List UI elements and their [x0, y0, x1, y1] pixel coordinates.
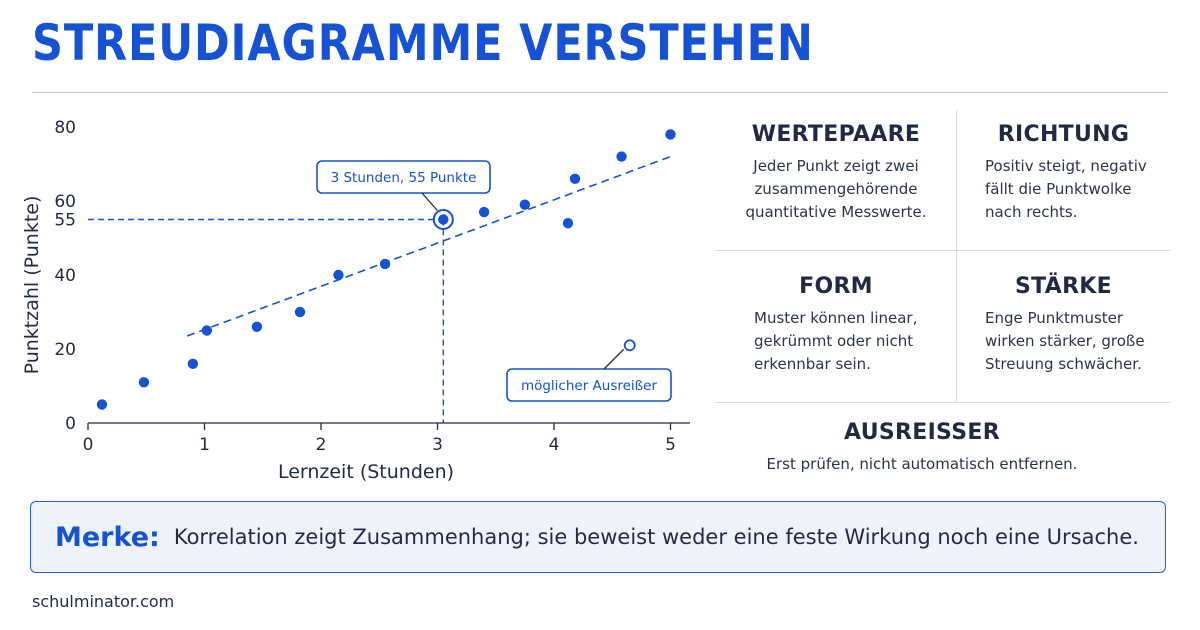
card-text-line: Jeder Punkt zeigt zwei: [753, 157, 919, 175]
card-text-line: Erst prüfen, nicht automatisch entfernen…: [766, 455, 1078, 473]
grid-divider-vertical: [956, 110, 957, 250]
data-point: [665, 129, 676, 140]
y-tick-label: 80: [54, 118, 76, 138]
x-tick-label: 4: [549, 435, 560, 455]
data-point: [201, 325, 213, 336]
x-tick-label: 2: [316, 435, 327, 455]
card-title: AUSREISSER: [844, 420, 1000, 445]
x-tick-label: 5: [665, 435, 676, 455]
card-title: STÄRKE: [1015, 274, 1112, 299]
x-tick-label: 3: [432, 435, 443, 455]
card-text-line: zusammengehörende: [754, 180, 918, 198]
outlier-callout-leader: [603, 348, 625, 370]
card-text-line: Positiv steigt, negativ: [985, 157, 1147, 175]
data-point: [251, 321, 263, 332]
data-point: [438, 214, 449, 225]
data-point: [294, 306, 306, 318]
y-tick-label: 40: [54, 266, 76, 286]
highlight-callout-box: [316, 160, 491, 194]
data-point: [187, 358, 199, 369]
card-text-line: Muster können linear,: [754, 309, 918, 327]
card-text: Positiv steigt, negativ fällt die Punktwo…: [957, 155, 1170, 224]
data-point: [616, 151, 627, 162]
merke-box: Merke: Korrelation zeigt Zusammenhang; s…: [30, 501, 1166, 573]
grid-divider-horizontal: [716, 402, 1170, 403]
x-axis-label: Lernzeit (Stunden): [278, 461, 454, 483]
card-text-line: quantitative Messwerte.: [745, 203, 927, 221]
data-point: [569, 173, 581, 184]
footer-site: schulminator.com: [32, 592, 175, 611]
x-tick-label: 0: [83, 435, 94, 455]
outlier-callout-label: möglicher Ausreißer: [521, 378, 658, 394]
card-form: FORM Muster können linear, gekrümmt oder …: [716, 274, 956, 376]
card-text-line: gekrümmt oder nicht: [754, 332, 914, 350]
data-point: [562, 218, 574, 229]
concept-grid: WERTEPAARE Jeder Punkt zeigt zwei zusamme…: [716, 110, 1170, 485]
x-tick-label: 1: [199, 435, 210, 455]
card-text: Jeder Punkt zeigt zwei zusammengehörende q…: [716, 155, 956, 224]
card-wertepaare: WERTEPAARE Jeder Punkt zeigt zwei zusamme…: [716, 122, 956, 224]
card-staerke: STÄRKE Enge Punktmuster wirken stärker, g…: [957, 274, 1170, 376]
data-point: [96, 399, 108, 410]
y-tick-label: 55: [54, 211, 76, 231]
y-axis-label: Punktzahl (Punkte): [21, 196, 43, 375]
highlight-callout-leader: [421, 192, 438, 211]
data-point: [379, 258, 391, 270]
y-tick-label: 60: [54, 192, 76, 212]
page-title: STREUDIAGRAMME VERSTEHEN: [32, 14, 814, 72]
y-tick-label: 0: [65, 414, 76, 434]
trend-line: [186, 155, 671, 337]
outlier-callout-box: [506, 368, 672, 402]
data-point: [519, 199, 531, 210]
card-text-line: nach rechts.: [985, 203, 1078, 221]
title-divider: [32, 92, 1168, 93]
y-tick-label: 20: [54, 340, 76, 360]
card-richtung: RICHTUNG Positiv steigt, negativ fällt di…: [957, 122, 1170, 224]
card-text: Enge Punktmuster wirken stärker, große Str…: [957, 307, 1170, 376]
data-point: [478, 206, 490, 218]
card-text: Erst prüfen, nicht automatisch entfernen…: [716, 453, 1128, 476]
highlight-ring: [432, 209, 454, 230]
card-text-line: fällt die Punktwolke: [985, 180, 1132, 198]
card-text-line: Enge Punktmuster: [985, 309, 1124, 327]
card-ausreisser: AUSREISSER Erst prüfen, nicht automatisc…: [716, 420, 1128, 476]
card-text: Muster können linear, gekrümmt oder nicht…: [716, 307, 956, 376]
card-title: FORM: [799, 274, 873, 299]
grid-divider-vertical: [956, 251, 957, 402]
card-text-line: wirken stärker, große: [985, 332, 1145, 350]
outlier-point: [623, 339, 636, 352]
card-text-line: erkennbar sein.: [754, 355, 871, 373]
merke-text: Korrelation zeigt Zusammenhang; sie bewe…: [173, 525, 1139, 549]
highlight-callout-label: 3 Stunden, 55 Punkte: [331, 170, 477, 186]
card-text-line: Streuung schwächer.: [985, 355, 1142, 373]
merke-label: Merke:: [55, 521, 160, 553]
grid-divider-horizontal: [716, 250, 1170, 251]
data-point: [333, 269, 344, 281]
data-point: [138, 377, 150, 388]
card-title: WERTEPAARE: [751, 122, 921, 147]
card-title: RICHTUNG: [997, 122, 1130, 147]
